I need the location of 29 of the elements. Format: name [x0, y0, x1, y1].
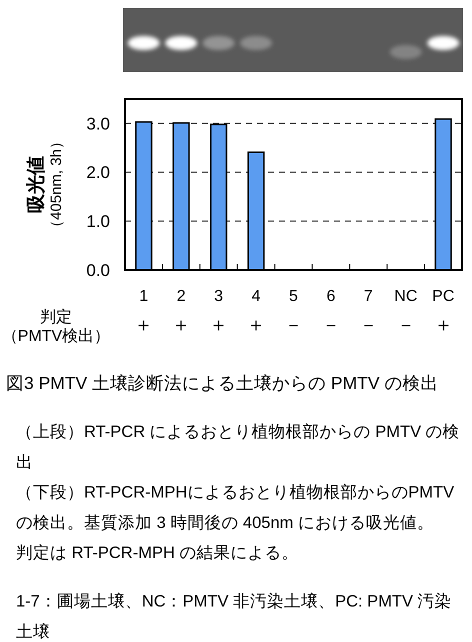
y-tick-label: 0.0	[86, 260, 110, 280]
x-tick-label: 2	[176, 288, 186, 305]
text: ＋	[172, 315, 191, 336]
text: 判定（PMTV検出）	[2, 308, 110, 345]
x-tick-label: 3	[214, 288, 224, 305]
text: 図3 PMTV 土壌診断法による土壌からの PMTV の検出	[6, 373, 438, 393]
text: 1-7：圃場土壌、NC：PMTV 非汚染土壌、PC: PMTV 汚染土壌	[16, 592, 452, 641]
text: （上段）RT-PCR によるおとり植物根部からの PMTV の検出	[16, 422, 460, 472]
x-tick-label: 5	[289, 288, 298, 305]
text: －	[396, 315, 416, 336]
text: －	[321, 315, 340, 336]
text: －	[358, 315, 378, 336]
x-tick-label: 4	[252, 288, 261, 305]
text: －	[284, 315, 303, 336]
text: ＋	[434, 315, 453, 336]
y-tick-label: 1.0	[86, 212, 110, 232]
x-tick-label: NC	[394, 288, 418, 305]
text: （下段）RT-PCR-MPHによるおとり植物根部からのPMTVの検出。基質添加 3 時間後の 405nm における吸光値。	[16, 482, 454, 532]
y-tick-label: 3.0	[86, 114, 110, 134]
text: 判定は RT-PCR-MPH の結果による。	[16, 543, 298, 562]
x-tick-label: 7	[364, 288, 373, 305]
text: ＋	[246, 315, 266, 336]
text: ＋	[209, 315, 228, 336]
x-tick-label: PC	[432, 288, 454, 305]
text: ＋	[134, 315, 154, 336]
y-tick-label: 2.0	[86, 163, 110, 182]
x-tick-label: 1	[139, 288, 148, 305]
y-axis-title: 吸光値（405nm, 3h）	[25, 134, 65, 235]
x-tick-label: 6	[326, 288, 336, 305]
